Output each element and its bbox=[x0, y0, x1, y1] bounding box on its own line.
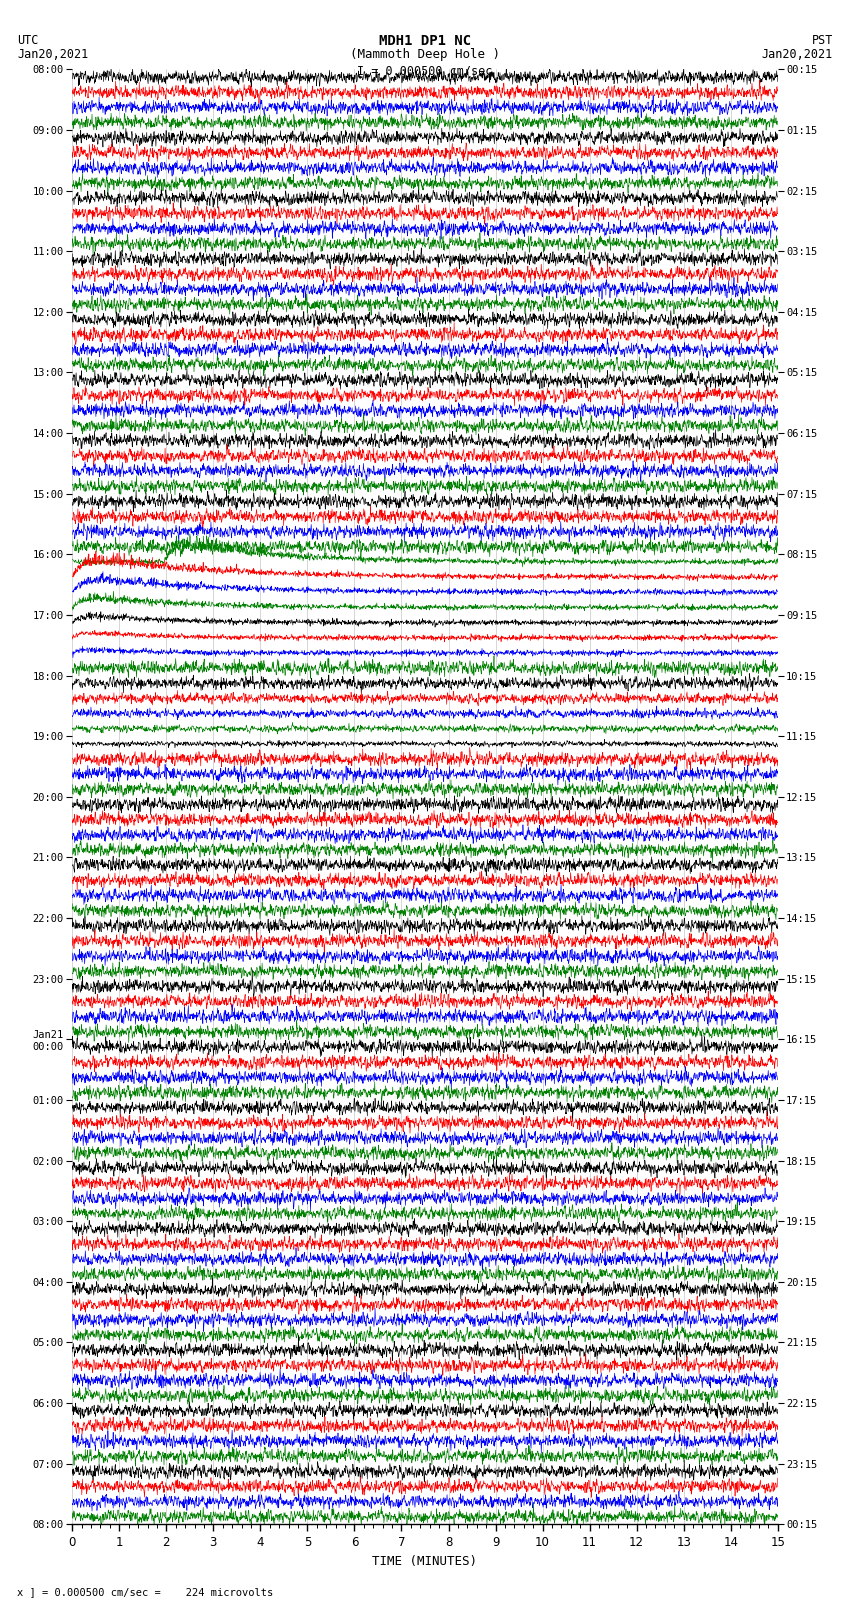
Text: (Mammoth Deep Hole ): (Mammoth Deep Hole ) bbox=[350, 48, 500, 61]
X-axis label: TIME (MINUTES): TIME (MINUTES) bbox=[372, 1555, 478, 1568]
Text: Jan20,2021: Jan20,2021 bbox=[17, 48, 88, 61]
Text: Jan20,2021: Jan20,2021 bbox=[762, 48, 833, 61]
Text: PST: PST bbox=[812, 34, 833, 47]
Text: UTC: UTC bbox=[17, 34, 38, 47]
Text: x ] = 0.000500 cm/sec =    224 microvolts: x ] = 0.000500 cm/sec = 224 microvolts bbox=[17, 1587, 273, 1597]
Text: I = 0.000500 cm/sec: I = 0.000500 cm/sec bbox=[357, 65, 493, 77]
Text: MDH1 DP1 NC: MDH1 DP1 NC bbox=[379, 34, 471, 48]
